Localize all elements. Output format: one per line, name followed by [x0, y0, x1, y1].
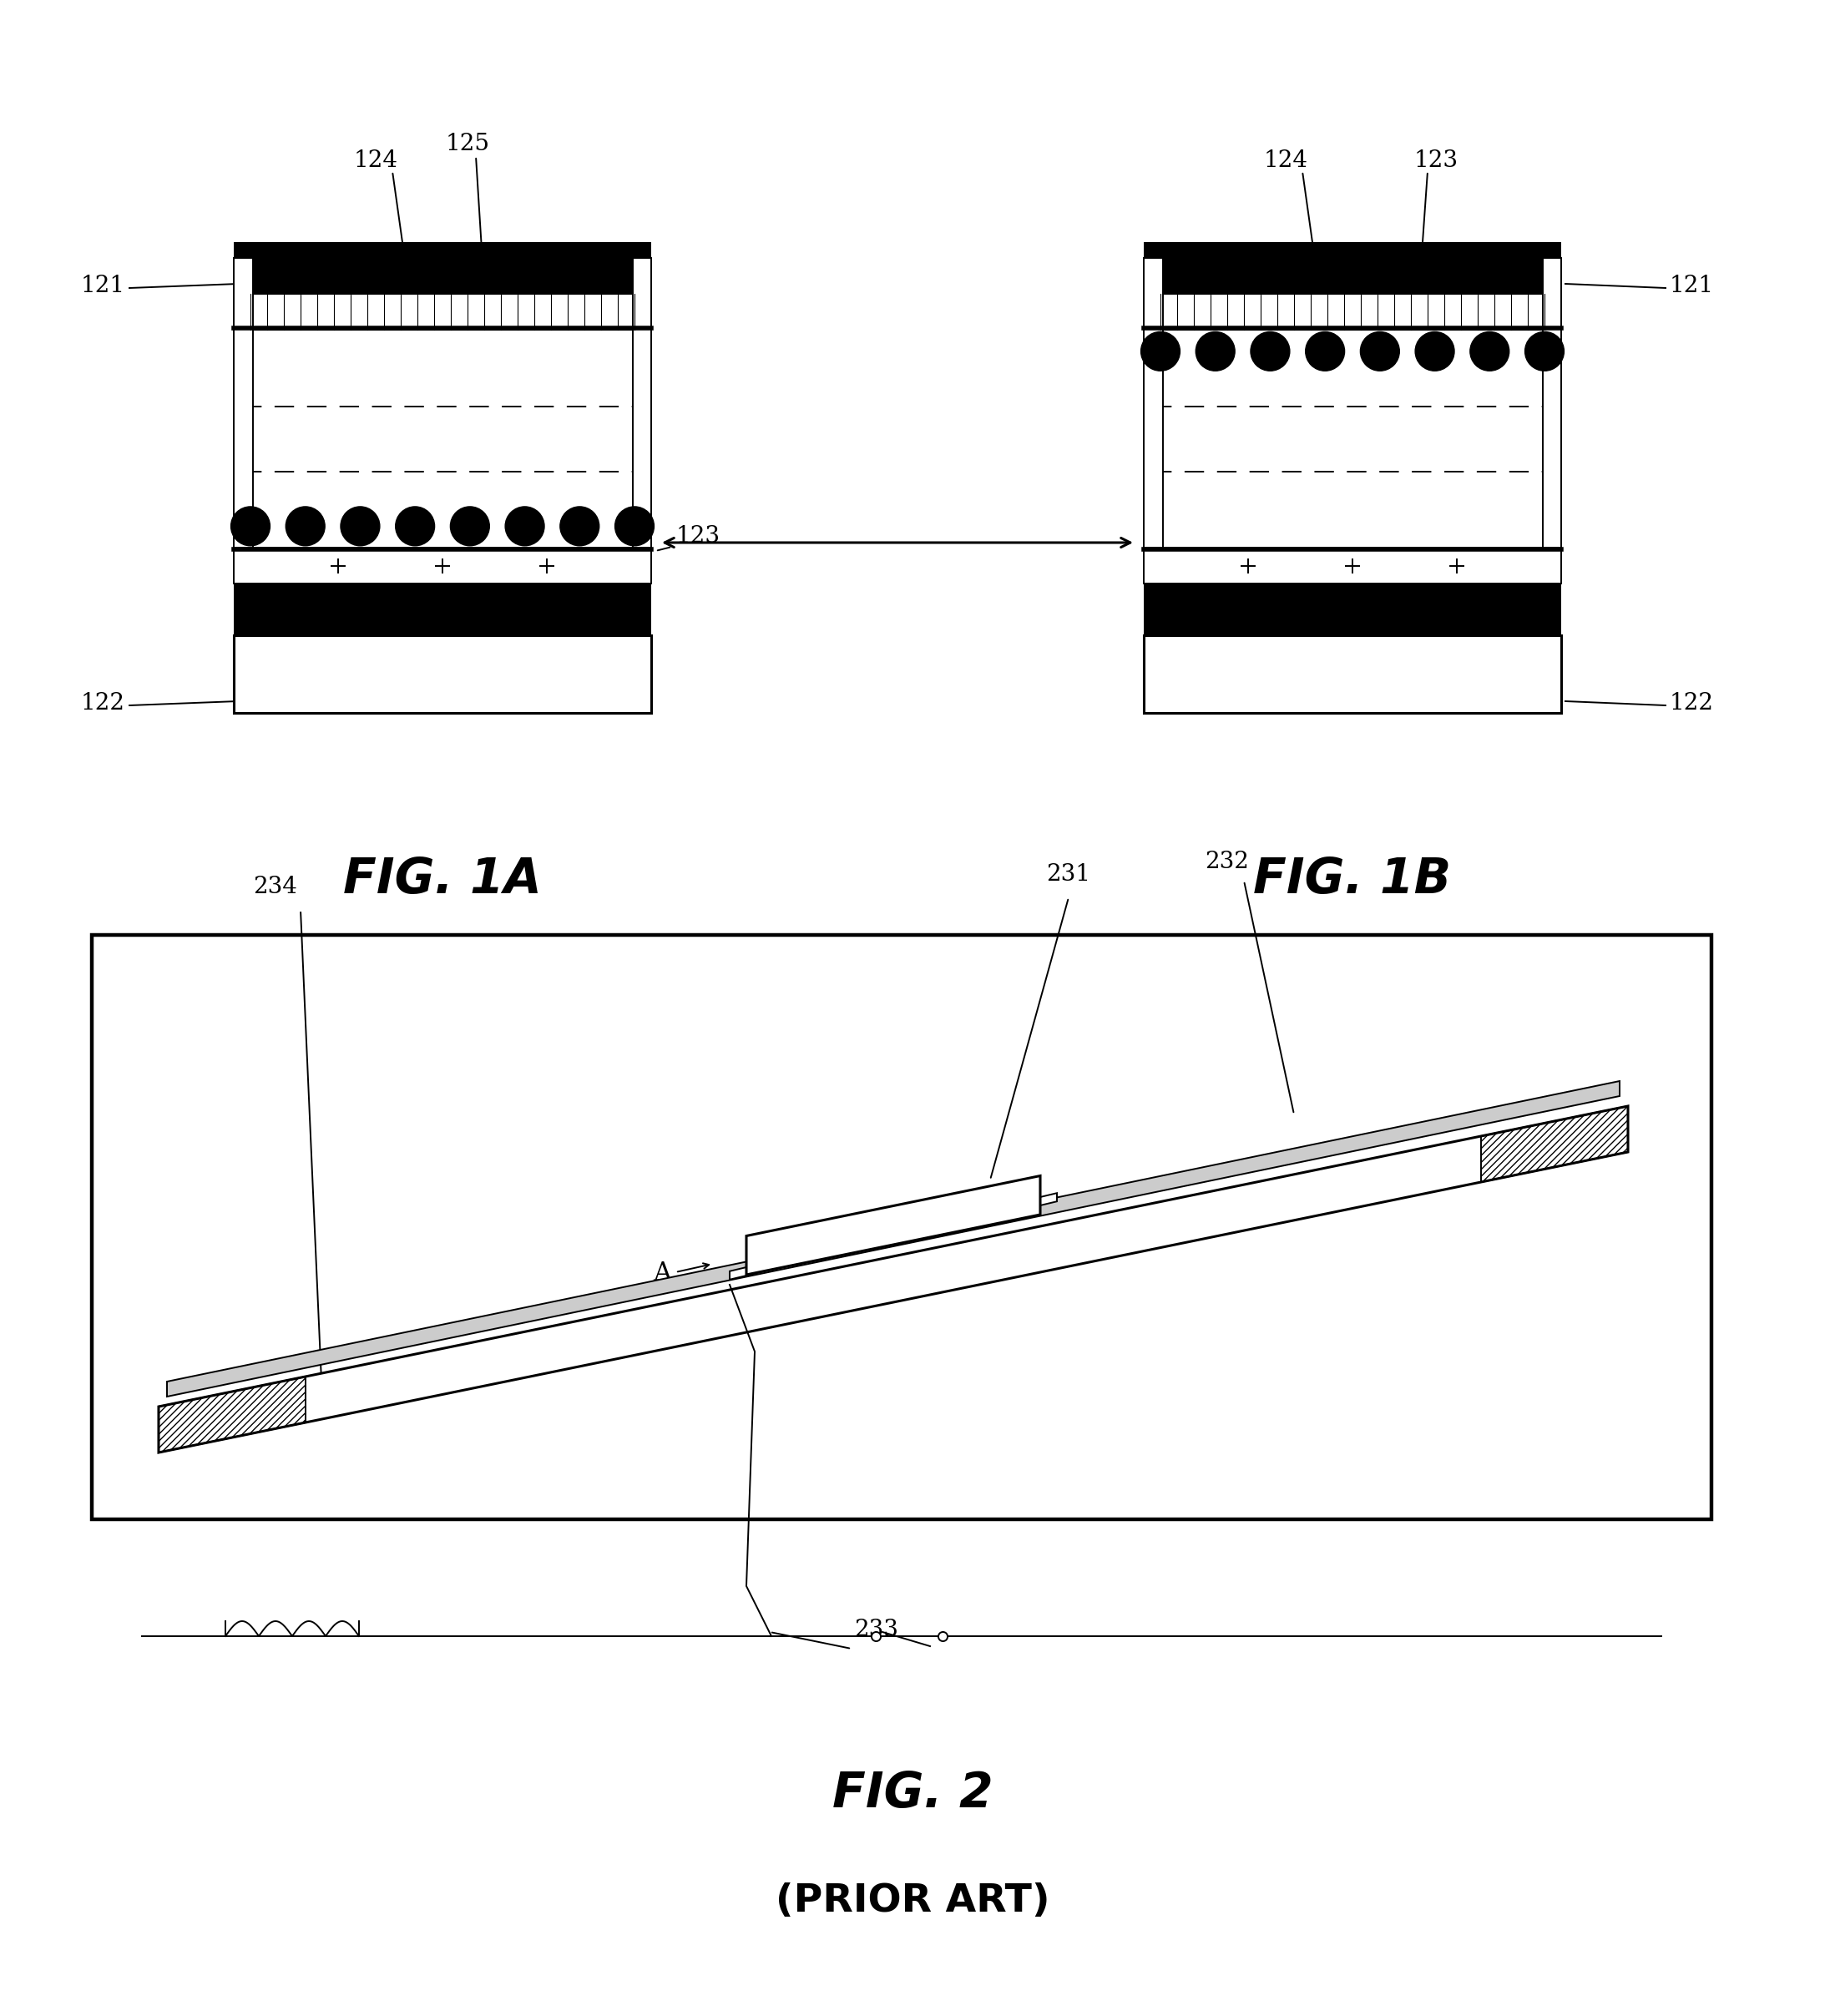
Circle shape — [341, 506, 380, 546]
Bar — [234, 294, 652, 331]
Text: 123: 123 — [1414, 149, 1458, 171]
Circle shape — [1414, 333, 1455, 371]
Text: FIG. 2: FIG. 2 — [832, 1770, 993, 1816]
Bar — [1144, 548, 1560, 585]
Circle shape — [560, 506, 599, 546]
Bar — [1542, 258, 1560, 548]
Polygon shape — [746, 1175, 1040, 1274]
Circle shape — [232, 506, 270, 546]
Bar — [1144, 331, 1560, 548]
Text: 234: 234 — [254, 875, 297, 899]
Text: 124: 124 — [1263, 149, 1309, 171]
Bar — [1144, 258, 1163, 548]
Circle shape — [396, 506, 434, 546]
Polygon shape — [159, 1107, 1628, 1452]
Bar — [234, 242, 652, 294]
Circle shape — [287, 506, 325, 546]
Bar — [1144, 242, 1560, 294]
Text: 124: 124 — [354, 149, 398, 171]
Circle shape — [1360, 333, 1400, 371]
Text: 233: 233 — [854, 1619, 898, 1641]
Text: FIG. 1A: FIG. 1A — [343, 855, 542, 903]
Bar — [633, 258, 652, 548]
Bar — [1144, 635, 1560, 714]
Text: 123: 123 — [677, 524, 721, 548]
Text: 231: 231 — [1046, 863, 1091, 885]
Circle shape — [1526, 333, 1564, 371]
Text: FIG. 1B: FIG. 1B — [1254, 855, 1451, 903]
Text: 122: 122 — [1670, 691, 1714, 714]
Circle shape — [1141, 333, 1181, 371]
Text: 125: 125 — [445, 133, 489, 155]
Bar — [1144, 294, 1560, 331]
Text: A: A — [653, 1260, 672, 1286]
Bar — [91, 935, 1712, 1520]
Circle shape — [615, 506, 653, 546]
Circle shape — [506, 506, 544, 546]
Text: 121: 121 — [1670, 274, 1714, 296]
Bar — [234, 585, 652, 635]
Bar — [234, 635, 652, 714]
Circle shape — [1250, 333, 1290, 371]
Circle shape — [1471, 333, 1509, 371]
Circle shape — [1305, 333, 1345, 371]
Text: 232: 232 — [1204, 851, 1250, 873]
Circle shape — [451, 506, 489, 546]
Text: 121: 121 — [80, 274, 126, 296]
Bar — [234, 331, 652, 548]
Polygon shape — [730, 1193, 1057, 1280]
Text: (PRIOR ART): (PRIOR ART) — [776, 1883, 1049, 1919]
Circle shape — [1195, 333, 1236, 371]
Polygon shape — [166, 1081, 1619, 1397]
Bar — [234, 258, 252, 548]
Text: 122: 122 — [80, 691, 126, 714]
Bar — [1144, 585, 1560, 635]
Bar — [234, 548, 652, 585]
